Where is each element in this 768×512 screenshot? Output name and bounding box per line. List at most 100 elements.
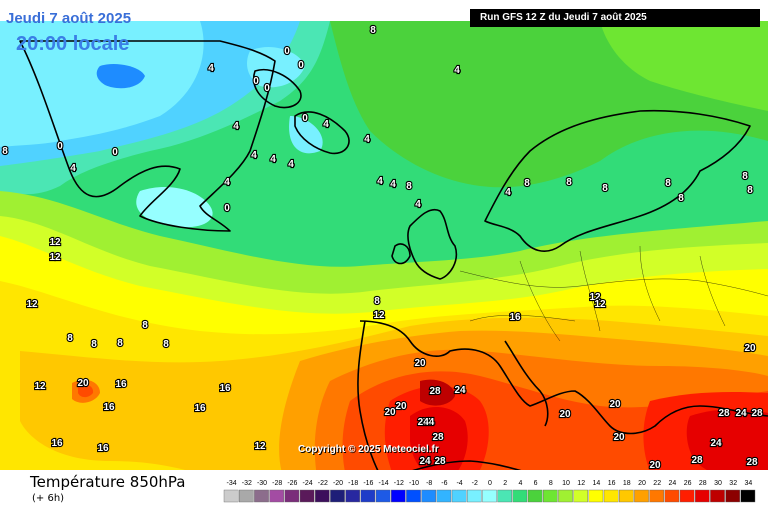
contour-label: 0 [253,76,259,87]
contour-label: 20 [613,432,625,443]
contour-label: 4 [390,179,396,190]
contour-label: 8 [91,339,97,350]
scale-swatch [649,489,664,503]
scale-swatch [482,489,497,503]
contour-label: 8 [370,25,376,36]
scale-swatch [497,489,513,503]
scale-swatch [436,489,452,503]
scale-tick-label: -4 [456,480,462,487]
contour-label: 20 [384,407,396,418]
contour-label: 28 [429,386,441,397]
scale-tick-label: -18 [348,480,358,487]
scale-tick-label: -20 [333,480,343,487]
contour-label: 12 [373,310,385,321]
contour-label: 20 [744,343,756,354]
contour-label: 4 [208,63,214,74]
contour-label: 12 [26,299,38,310]
contour-label: 8 [2,146,8,157]
contour-label: 8 [678,193,684,204]
scale-tick-label: 10 [562,480,570,487]
scale-tick-label: -34 [227,480,237,487]
scale-tick-label: 0 [488,480,492,487]
scale-swatch [299,489,315,503]
scale-swatch [315,489,330,503]
contour-label: 8 [566,177,572,188]
contour-label: 0 [112,147,118,158]
map-local-time: 20:00 locale [16,33,130,55]
contour-label: 16 [97,443,109,454]
scale-swatch [695,489,710,503]
contour-label: 12 [34,381,46,392]
scale-tick-label: 34 [745,480,753,487]
contour-label: 0 [224,203,230,214]
scale-tick-label: -6 [441,480,447,487]
scale-tick-label: 24 [669,480,677,487]
scale-tick-label: 16 [608,480,616,487]
scale-tick-label: -10 [409,480,419,487]
contour-label: 8 [747,185,753,196]
scale-tick-label: 12 [577,480,585,487]
contour-label: 16 [103,402,115,413]
contour-label: 8 [374,296,380,307]
scale-tick-label: -2 [472,480,478,487]
contour-label: 20 [609,399,621,410]
scale-tick-label: -22 [318,480,328,487]
scale-swatch [740,489,756,503]
scale-tick-label: 22 [653,480,661,487]
contour-label: 0 [284,46,290,57]
scale-swatch [634,489,649,503]
contour-label: 4 [251,150,257,161]
contour-label: 8 [117,338,123,349]
contour-label: 20 [395,401,407,412]
scale-swatch [223,489,239,503]
scale-swatch [710,489,725,503]
scale-swatch [238,489,254,503]
scale-tick-label: 32 [729,480,737,487]
scale-swatch [619,489,634,503]
contour-label: 12 [49,252,61,263]
contour-label: 20 [649,460,661,471]
run-banner: Run GFS 12 Z du Jeudi 7 août 2025 [470,9,760,27]
contour-label: 4 [415,199,421,210]
contour-label: 0 [302,113,308,124]
contour-label: 8 [602,183,608,194]
scale-tick-label: 28 [699,480,707,487]
contour-label: 24 [454,385,466,396]
scale-tick-label: 4 [518,480,522,487]
scale-tick-label: 18 [623,480,631,487]
contour-label: 4 [364,134,370,145]
contour-label: 28 [432,432,444,443]
scale-tick-label: 8 [549,480,553,487]
forecast-step: (+ 6h) [32,493,65,504]
contour-label: 244 [418,417,435,428]
scale-tick-label: 2 [503,480,507,487]
contour-label: 12 [49,237,61,248]
contour-label: 8 [524,178,530,189]
scale-swatch [406,489,421,503]
scale-swatch [421,489,437,503]
contour-label: 24 [420,417,432,428]
scale-swatch [527,489,543,503]
contour-label: 8 [142,320,148,331]
contour-label: 4 [288,159,294,170]
contour-label: 16 [51,438,63,449]
scale-swatch [467,489,482,503]
scale-swatch [664,489,680,503]
scale-tick-label: 6 [534,480,538,487]
footer-bar: -34 -32 -30 -28 -26 -24 -22 -20 -18 -16 -14 -12 -10-… [0,470,768,512]
contour-label: 8 [742,171,748,182]
scale-swatch [512,489,528,503]
contour-label: 4 [270,154,276,165]
contour-label: 0 [264,83,270,94]
scale-tick-label: -32 [242,480,252,487]
copyright-notice: Copyright © 2025 Meteociel.fr [298,444,439,455]
scale-swatch [603,489,619,503]
scale-swatch [725,489,740,503]
scale-swatch [558,489,573,503]
contour-label: 0 [298,60,304,71]
scale-tick-label: -30 [257,480,267,487]
scale-tick-label: 20 [638,480,646,487]
contour-label: 28 [718,408,730,419]
scale-swatch [360,489,376,503]
contour-label: 8 [665,178,671,189]
